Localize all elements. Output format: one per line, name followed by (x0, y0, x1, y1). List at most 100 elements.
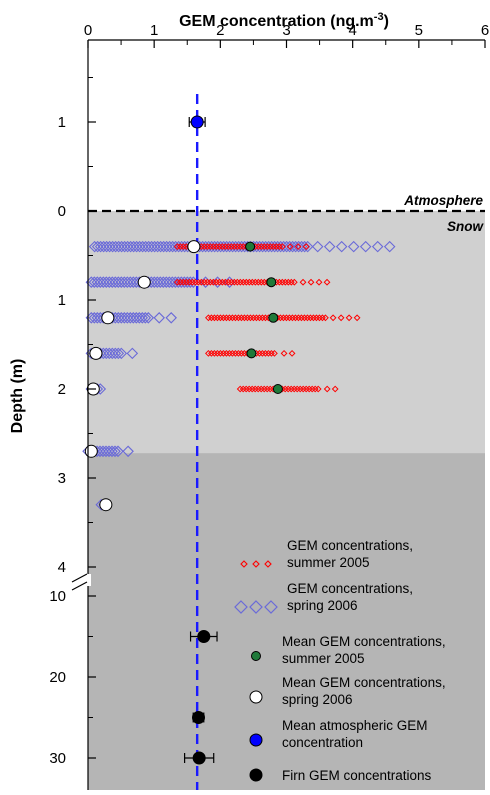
legend-spring-marker (234, 600, 248, 614)
summer-2005-point (294, 243, 302, 251)
legend-mean-spring-marker (249, 690, 263, 704)
summer-2005-point (278, 243, 286, 251)
y-tick-label: 10 (49, 588, 66, 605)
summer-2005-point (314, 385, 322, 393)
spring-2006-point (301, 240, 314, 253)
legend-label: concentration (282, 735, 363, 750)
legend-entry: Firn GEM concentrations (249, 768, 432, 783)
legend: GEM concentrations, summer 2005 GEM concen… (234, 538, 446, 783)
x-axis-title-superscript: -3 (374, 11, 384, 23)
mean-spring-2006-point (187, 240, 201, 254)
spring-2006-point (126, 347, 139, 360)
legend-spring-marker (264, 600, 278, 614)
x-axis-title: GEM concentration (ng.m-3) (179, 11, 389, 30)
x-tick-label: 1 (150, 22, 158, 39)
summer-2005-point (337, 314, 345, 322)
summer-2005-point (329, 314, 337, 322)
summer-2005-point (271, 349, 278, 357)
firn-point (197, 630, 211, 643)
mean-spring-2006-point (84, 444, 98, 458)
spring-2006-point (122, 445, 134, 458)
summer-2005-point (307, 278, 315, 286)
axis-break-mark (71, 581, 88, 591)
legend-mean-summer-marker (251, 651, 261, 661)
x-tick-label: 0 (84, 22, 92, 39)
legend-summer-marker (252, 560, 260, 568)
spring-2006-point (311, 240, 324, 253)
axis-break-gap (85, 574, 91, 586)
spring-2006-point (112, 445, 124, 458)
y-tick-label: 3 (58, 470, 66, 487)
y-axis-title: Depth (m) (9, 359, 26, 434)
spring-2006-point (347, 240, 360, 253)
legend-label: Mean atmospheric GEM (282, 718, 428, 733)
firn-point (192, 751, 206, 765)
legend-spring-marker (249, 600, 263, 614)
spring-2006-point (142, 312, 155, 324)
legend-label: GEM concentrations, (287, 581, 413, 596)
mean-summer-2005-point (246, 348, 257, 359)
mean-summer-2005-point (268, 312, 279, 323)
y-tick-label: 2 (58, 381, 66, 398)
mean-summer-2005-point (266, 277, 277, 288)
axis-break-mark (71, 573, 88, 583)
legend-entry: Mean GEM concentrations, spring 2006 (249, 675, 446, 707)
x-tick-label: 6 (481, 22, 489, 39)
summer-2005-point (345, 314, 353, 322)
mean-spring-2006-point (89, 346, 103, 360)
spring-2006-point (359, 240, 372, 253)
summer-2005-point (280, 349, 288, 357)
legend-label: summer 2005 (287, 555, 370, 570)
x-tick-label: 5 (415, 22, 423, 39)
legend-label: Mean GEM concentrations, (282, 634, 446, 649)
spring-2006-point (371, 240, 384, 253)
mean-atmospheric-point (190, 115, 204, 129)
legend-label: spring 2006 (287, 598, 358, 613)
summer-2005-point (299, 278, 307, 286)
legend-summer-marker (264, 560, 272, 568)
summer-2005-point (290, 278, 298, 286)
legend-label: Firn GEM concentrations (282, 768, 432, 783)
x-axis-title-close: ) (384, 13, 389, 30)
summer-2005-point (286, 243, 294, 251)
snow-layer-lower (88, 453, 485, 790)
mean-summer-2005-point (245, 241, 256, 252)
summer-2005-point (302, 243, 310, 251)
legend-atmos-marker (249, 733, 263, 747)
legend-firn-marker (249, 768, 263, 782)
spring-2006-point (112, 347, 125, 360)
legend-entry: Mean atmospheric GEM concentration (249, 718, 428, 750)
legend-label: summer 2005 (282, 651, 365, 666)
legend-label: Mean GEM concentrations, (282, 675, 446, 690)
data-marks (82, 94, 396, 790)
summer-2005-point (323, 385, 331, 393)
mean-spring-2006-point (99, 498, 113, 512)
spring-2006-point (153, 312, 165, 324)
spring-2006-point (323, 240, 336, 253)
x-tick-label: 3 (282, 22, 290, 39)
spring-2006-point (335, 240, 348, 253)
mean-spring-2006-point (137, 275, 151, 289)
spring-2006-point (115, 347, 128, 360)
summer-2005-point (322, 314, 329, 322)
y-tick-label: 4 (58, 559, 66, 576)
mean-spring-2006-point (101, 311, 115, 325)
mean-summer-2005-point (272, 384, 283, 394)
legend-entry: GEM concentrations, spring 2006 (234, 581, 413, 614)
x-tick-label: 4 (348, 22, 356, 39)
spring-2006-point (298, 240, 311, 253)
y-tick-label: 20 (49, 669, 66, 686)
legend-summer-marker (240, 560, 248, 568)
snow-label: Snow (447, 219, 484, 234)
spring-2006-point (109, 445, 121, 458)
legend-label: GEM concentrations, (287, 538, 413, 553)
legend-entry: Mean GEM concentrations, summer 2005 (251, 634, 446, 666)
summer-2005-point (288, 349, 296, 357)
firn-point (191, 711, 205, 724)
summer-2005-point (315, 278, 323, 286)
summer-2005-point (323, 278, 331, 286)
y-tick-label: 1 (58, 114, 66, 131)
x-tick-label: 2 (216, 22, 224, 39)
